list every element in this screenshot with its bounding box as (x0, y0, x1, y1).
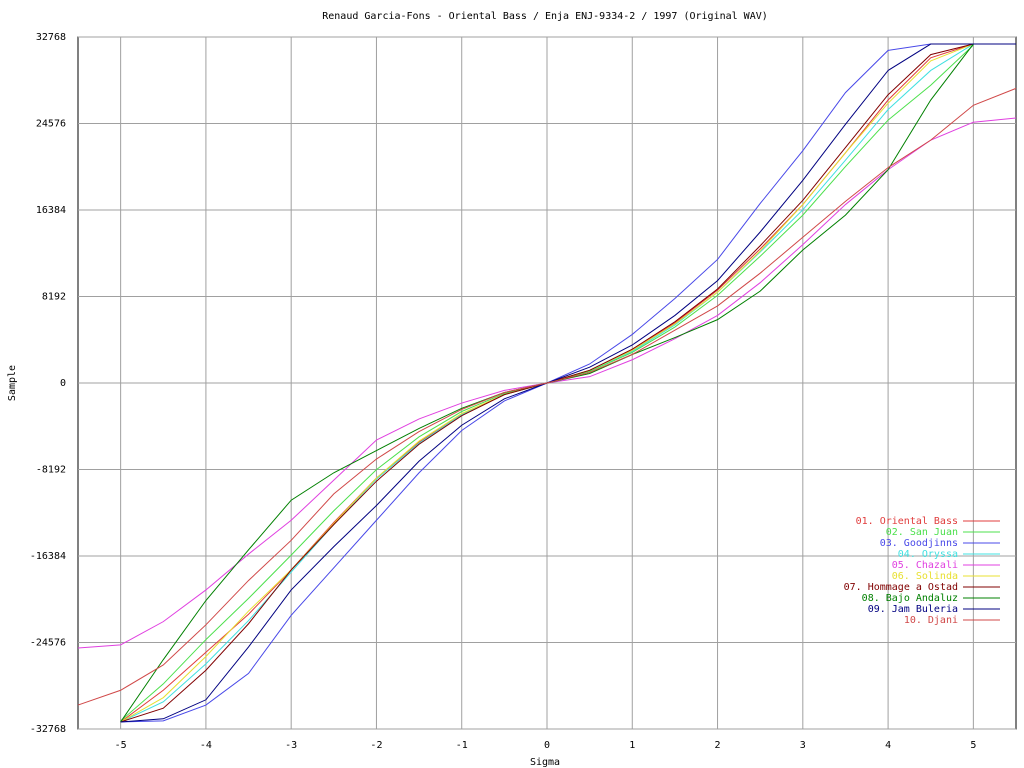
y-tick-label: -24576 (30, 638, 66, 649)
x-tick-label: -5 (115, 740, 127, 751)
y-tick-label: 24576 (36, 119, 66, 130)
chart-title: Renaud Garcia-Fons - Oriental Bass / Enj… (322, 11, 768, 22)
legend-label: 04. Oryssa (898, 549, 958, 560)
y-axis-label: Sample (7, 365, 18, 401)
legend-label: 01. Oriental Bass (856, 516, 958, 527)
y-tick-label: -32768 (30, 724, 66, 735)
legend-label: 05. Chazali (892, 560, 958, 571)
series-line (120, 43, 1016, 723)
legend-label: 08. Bajo Andaluz (862, 593, 958, 604)
y-tick-label: 16384 (36, 205, 66, 216)
series-line (77, 87, 1017, 706)
y-tick-label: 8192 (42, 292, 66, 303)
legend-label: 06. Solinda (892, 571, 958, 582)
legend-label: 10. Djani (904, 615, 958, 626)
x-tick-label: -2 (370, 740, 382, 751)
legend-label: 07. Hommage a Ostad (844, 582, 958, 593)
y-tick-label: -16384 (30, 551, 66, 562)
legend-label: 03. Goodjinns (880, 538, 958, 549)
x-tick-label: 1 (629, 740, 635, 751)
y-tick-label: 0 (60, 378, 66, 389)
x-axis-label: Sigma (530, 757, 560, 768)
legend-label: 02. San Juan (886, 527, 958, 538)
x-tick-label: 3 (800, 740, 806, 751)
series-line (120, 43, 1016, 723)
x-tick-label: 2 (715, 740, 721, 751)
x-tick-label: 0 (544, 740, 550, 751)
y-tick-label: -8192 (36, 465, 66, 476)
x-tick-label: -3 (285, 740, 297, 751)
y-tick-label: 32768 (36, 32, 66, 43)
x-tick-label: 4 (885, 740, 891, 751)
x-tick-label: 5 (970, 740, 976, 751)
legend-label: 09. Jam Buleria (868, 604, 958, 615)
x-tick-label: -4 (200, 740, 212, 751)
series-line (120, 43, 1016, 723)
x-tick-label: -1 (456, 740, 468, 751)
